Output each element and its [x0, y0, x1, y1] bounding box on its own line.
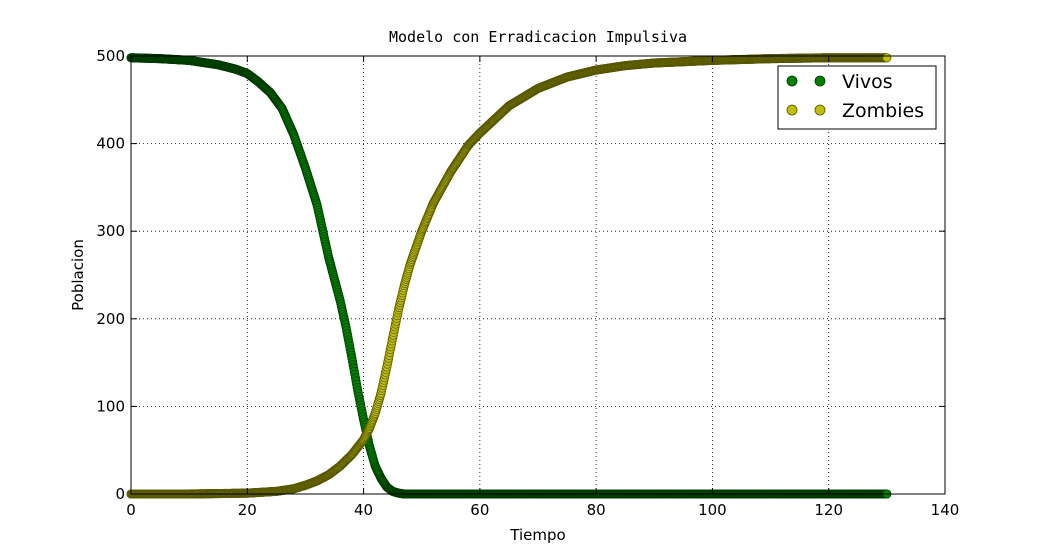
y-tick-label: 100 [96, 397, 125, 415]
x-tick-label: 100 [698, 501, 727, 519]
legend-entry-zombies: Zombies [786, 100, 924, 122]
ticks: 0 20 40 60 80 100 120 140 0 100 200 300 400 500 [96, 47, 959, 519]
legend-marker-vivos [786, 75, 798, 87]
y-tick-label: 200 [96, 310, 125, 328]
y-tick-label: 300 [96, 222, 125, 240]
y-tick-label: 0 [115, 485, 125, 503]
plot-frame [130, 55, 946, 495]
legend-label-zombies: Zombies [842, 100, 924, 122]
x-tick-label: 60 [470, 501, 489, 519]
legend-entry-vivos: Vivos [786, 71, 893, 93]
x-tick-label: 40 [354, 501, 373, 519]
x-tick-label: 80 [587, 501, 606, 519]
x-tick-label: 0 [126, 501, 136, 519]
x-tick-label: 120 [814, 501, 843, 519]
legend: Vivos Zombies [777, 65, 937, 130]
legend-marker-vivos [814, 75, 826, 87]
x-tick-label: 140 [931, 501, 960, 519]
x-tick-label: 20 [238, 501, 257, 519]
data-point [882, 53, 892, 63]
chart-title: Modelo con Erradicacion Impulsiva [389, 28, 687, 46]
legend-box [777, 65, 937, 130]
y-tick-label: 400 [96, 135, 125, 153]
y-tick-label: 500 [96, 47, 125, 65]
y-axis-label: Poblacion [69, 239, 87, 311]
x-axis-label: Tiempo [509, 526, 565, 544]
legend-label-vivos: Vivos [842, 71, 893, 93]
legend-marker-zombies [814, 104, 826, 116]
legend-marker-zombies [786, 104, 798, 116]
